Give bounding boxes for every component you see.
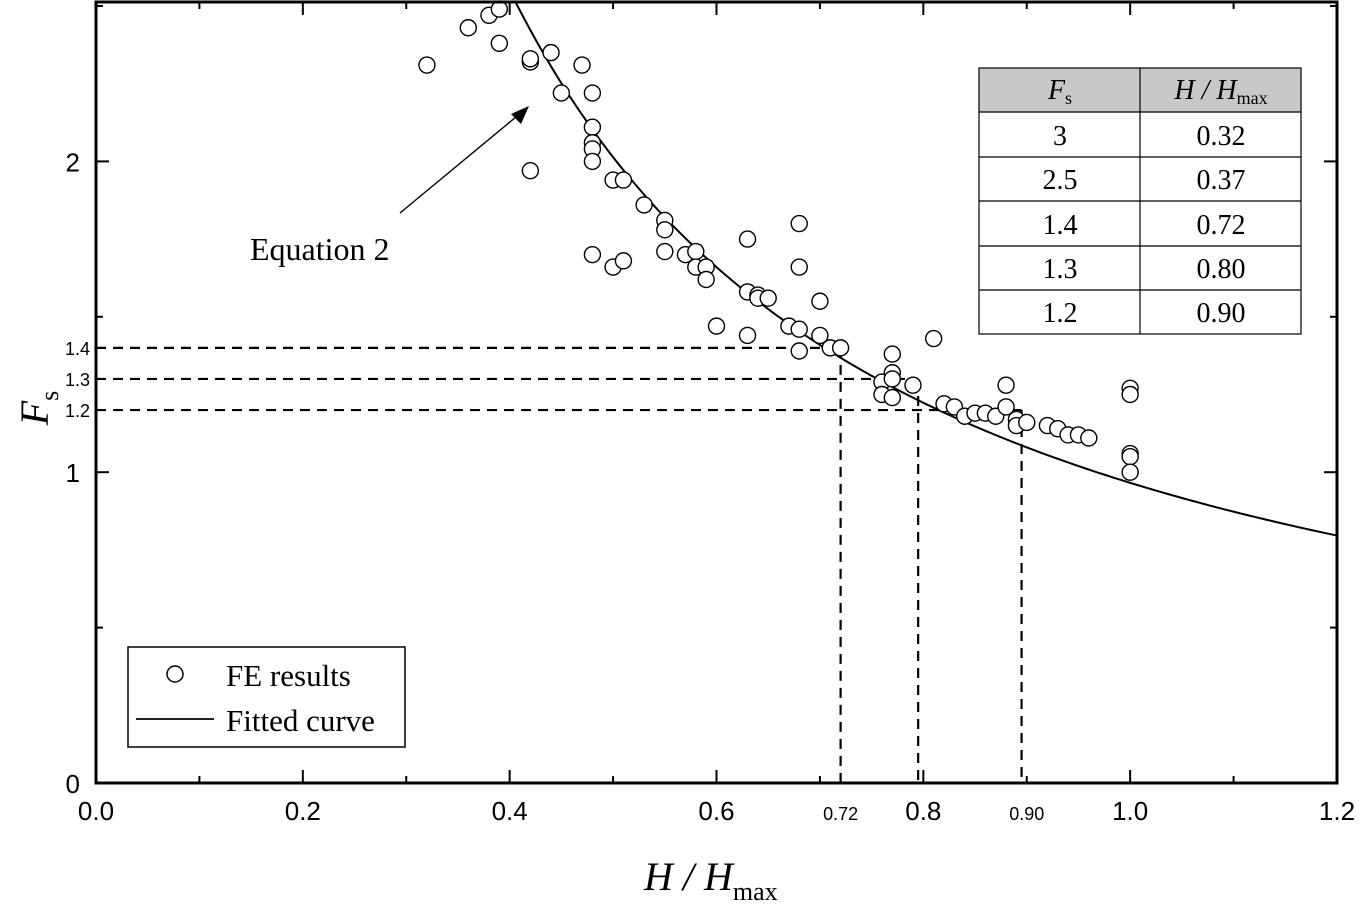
x-tick-label: 0.6 bbox=[698, 796, 734, 826]
fe-result-point bbox=[883, 345, 902, 363]
fe-result-point bbox=[697, 270, 715, 289]
y-tick-label: 1 bbox=[66, 458, 80, 488]
x-tick-label: 1.0 bbox=[1112, 796, 1148, 826]
annotation-arrow-line bbox=[399, 111, 523, 214]
legend: FE results Fitted curve bbox=[127, 646, 406, 748]
table-cell: 0.32 bbox=[1197, 121, 1246, 152]
fe-result-point bbox=[1121, 463, 1139, 481]
fe-result-point bbox=[831, 339, 850, 357]
fe-result-point bbox=[614, 252, 633, 270]
fe-result-point bbox=[904, 376, 922, 394]
table-cell: 0.90 bbox=[1197, 298, 1246, 329]
fe-result-point bbox=[790, 320, 808, 338]
x-guide-label: 0.90 bbox=[1009, 804, 1044, 824]
fe-result-point bbox=[1018, 413, 1036, 432]
legend-label-fe-results: FE results bbox=[226, 658, 351, 693]
fe-result-point bbox=[811, 292, 829, 310]
inset-table: Fs H / Hmax 3 0.32 2.5 0.37 1.4 0.72 1.3… bbox=[978, 67, 1302, 335]
fe-result-point bbox=[573, 56, 591, 74]
fe-result-point bbox=[790, 258, 808, 276]
fe-result-point bbox=[635, 196, 653, 214]
table-cell: 0.72 bbox=[1197, 210, 1246, 241]
y-guide-label: 1.2 bbox=[65, 401, 90, 421]
equation-annotation: Equation 2 bbox=[250, 106, 529, 267]
legend-label-fitted-curve: Fitted curve bbox=[226, 703, 375, 738]
table-cell: 0.80 bbox=[1197, 254, 1246, 285]
fe-result-point bbox=[656, 221, 674, 239]
fe-result-point bbox=[418, 56, 436, 74]
y-tick-label: 0 bbox=[66, 769, 80, 799]
table-header-ratio: H / Hmax bbox=[1173, 75, 1267, 108]
fe-result-point bbox=[883, 388, 902, 407]
fe-result-point bbox=[490, 0, 509, 18]
x-tick-label: 1.2 bbox=[1319, 796, 1355, 826]
fe-result-point bbox=[583, 245, 602, 264]
annotation-label: Equation 2 bbox=[250, 231, 390, 267]
fe-result-point bbox=[738, 326, 757, 345]
table-cell: 2.5 bbox=[1043, 165, 1078, 196]
fe-result-point bbox=[790, 214, 808, 233]
fe-result-point bbox=[1121, 385, 1139, 404]
fe-result-point bbox=[459, 19, 477, 37]
y-guide-label: 1.3 bbox=[65, 370, 90, 390]
fe-result-point bbox=[521, 162, 540, 180]
fe-result-point bbox=[811, 326, 829, 345]
fe-result-point bbox=[521, 50, 540, 68]
fe-result-point bbox=[997, 376, 1015, 394]
fe-result-point bbox=[656, 242, 674, 261]
table-cell: 1.3 bbox=[1043, 254, 1078, 285]
axis-tick-labels: 0.0 0.2 0.4 0.6 0.8 1.0 1.2 0 1 2 0.72 0.90 1.4 1.3 1.… bbox=[65, 147, 1355, 826]
fe-result-point bbox=[552, 84, 571, 102]
fe-result-point bbox=[1080, 429, 1098, 447]
y-axis-title: Fs bbox=[12, 391, 64, 427]
fe-result-point bbox=[707, 317, 726, 335]
axis-ticks bbox=[95, 2, 1338, 784]
legend-circle-marker bbox=[166, 665, 184, 683]
fe-result-point bbox=[924, 329, 943, 348]
fe-result-point bbox=[583, 84, 602, 102]
fe-result-point bbox=[490, 34, 509, 52]
fe-result-point bbox=[759, 289, 777, 307]
fe-result-point bbox=[1121, 447, 1139, 466]
x-guide-label: 0.72 bbox=[823, 804, 858, 824]
fe-result-point bbox=[687, 242, 705, 261]
x-axis-title: H / Hmax bbox=[643, 854, 778, 906]
guide-lines bbox=[96, 346, 1023, 783]
y-tick-label: 2 bbox=[66, 147, 80, 177]
fe-result-point bbox=[883, 370, 902, 388]
scatter-points-layer bbox=[418, 0, 1139, 481]
table-cell: 3 bbox=[1053, 121, 1067, 152]
x-tick-label: 0.8 bbox=[905, 796, 941, 826]
fe-result-point bbox=[542, 43, 560, 62]
annotation-arrow-head bbox=[511, 106, 529, 124]
fe-result-point bbox=[583, 152, 602, 171]
y-guide-label: 1.4 bbox=[65, 339, 90, 359]
fe-result-point bbox=[583, 118, 602, 136]
table-cell: 1.4 bbox=[1043, 210, 1078, 241]
x-tick-label: 0.4 bbox=[492, 796, 528, 826]
fe-result-point bbox=[997, 398, 1015, 416]
table-cell: 1.2 bbox=[1043, 298, 1078, 329]
fe-result-point bbox=[614, 171, 633, 189]
x-tick-label: 0.2 bbox=[285, 796, 321, 826]
fe-result-point bbox=[738, 230, 757, 248]
legend-box bbox=[127, 646, 406, 748]
table-cell: 0.37 bbox=[1197, 165, 1246, 196]
fe-result-point bbox=[790, 342, 808, 360]
table-header-fs: Fs bbox=[1047, 75, 1072, 108]
x-tick-label: 0.0 bbox=[78, 796, 114, 826]
